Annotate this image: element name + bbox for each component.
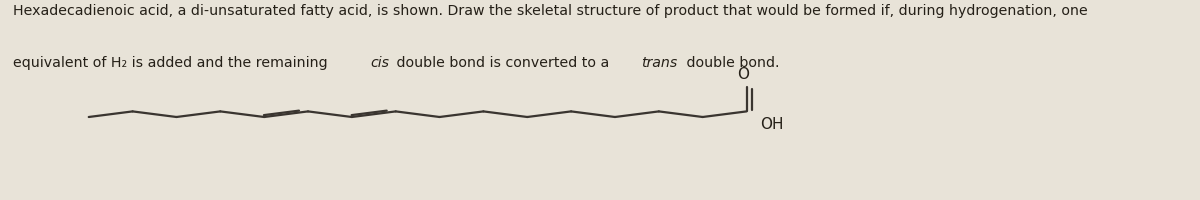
Text: Hexadecadienoic acid, a di-unsaturated fatty acid, is shown. Draw the skeletal s: Hexadecadienoic acid, a di-unsaturated f… xyxy=(12,4,1087,18)
Text: double bond is converted to a: double bond is converted to a xyxy=(392,56,614,70)
Text: equivalent of H₂ is added and the remaining: equivalent of H₂ is added and the remain… xyxy=(12,56,331,70)
Text: O: O xyxy=(737,67,749,82)
Text: cis: cis xyxy=(371,56,390,70)
Text: double bond.: double bond. xyxy=(682,56,779,70)
Text: OH: OH xyxy=(760,117,784,132)
Text: trans: trans xyxy=(641,56,677,70)
